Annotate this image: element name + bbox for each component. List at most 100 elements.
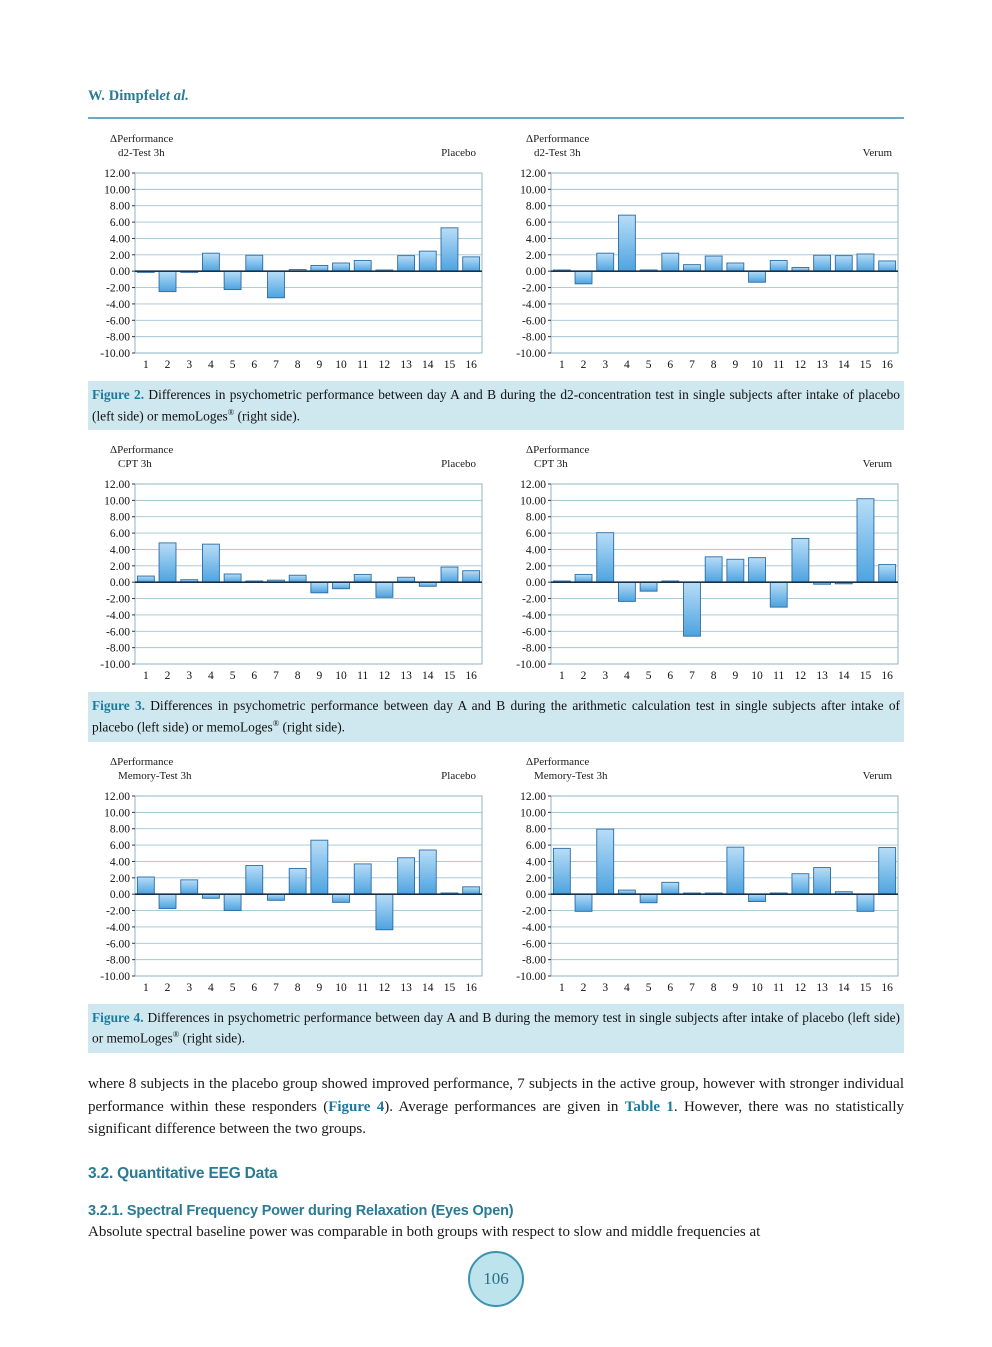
x-tick-label: 7 <box>689 359 695 371</box>
xref-figure-4[interactable]: Figure 4 <box>328 1098 385 1115</box>
y-tick-label: 2.00 <box>110 873 130 885</box>
bar <box>375 582 394 599</box>
figure-caption-label: Figure 3. <box>92 698 145 714</box>
chart-header: ΔPerformance CPT 3h Verum <box>504 444 904 478</box>
bar <box>748 893 766 902</box>
y-tick-label: -8.00 <box>522 955 546 967</box>
bar-chart: 12.00 10.00 8.00 6.00 4.00 2.00 0.00 -2.00 -4.00… <box>100 168 483 371</box>
figure-4-block: ΔPerformance Memory-Test 3h Placebo 12.0… <box>88 756 904 1054</box>
y-tick-label: 6.00 <box>110 529 130 541</box>
xref-table-1[interactable]: Table 1 <box>624 1098 674 1115</box>
x-tick-label: 2 <box>165 982 171 994</box>
bar <box>332 262 350 272</box>
bar <box>683 264 701 272</box>
chart-ylabel-test: Memory-Test 3h <box>118 769 192 782</box>
figure-3-caption: Figure 3. Differences in psychometric pe… <box>88 692 904 742</box>
y-tick-label: 10.00 <box>520 807 546 819</box>
bar <box>418 250 437 272</box>
para1-part-a: where 8 subjects in the placebo group sh… <box>88 1076 904 1115</box>
x-tick-label: 9 <box>732 670 738 682</box>
bar <box>353 863 372 895</box>
bar <box>834 255 853 272</box>
registered-mark: ® <box>227 406 235 417</box>
x-tick-label: 3 <box>602 359 608 371</box>
page-number-footer: 106 <box>0 1251 992 1307</box>
x-tick-label: 2 <box>165 670 171 682</box>
bar <box>267 270 285 299</box>
x-tick-label: 7 <box>273 359 279 371</box>
plot-area: 12.00 10.00 8.00 6.00 4.00 2.00 0.00 -2.00 -4.00… <box>88 167 488 375</box>
bar <box>136 876 155 895</box>
figure-caption-text-2: (right side). <box>279 719 346 735</box>
bar <box>223 270 242 291</box>
figure-2-charts: ΔPerformance d2-Test 3h Placebo 12.00 10.… <box>88 133 904 375</box>
x-tick-label: 7 <box>273 670 279 682</box>
y-tick-label: -6.00 <box>106 938 130 950</box>
section-heading-3-2: 3.2. Quantitative EEG Data <box>88 1164 278 1182</box>
bar <box>617 582 636 603</box>
x-tick-label: 8 <box>711 982 717 994</box>
chart-ylabel-delta: ΔPerformance <box>526 133 590 145</box>
x-tick-label: 7 <box>689 982 695 994</box>
x-tick-label: 13 <box>400 670 412 682</box>
y-tick-label: -10.00 <box>516 659 546 671</box>
y-tick-label: 10.00 <box>104 807 130 819</box>
x-tick-label: 2 <box>581 670 587 682</box>
y-tick-label: 2.00 <box>110 561 130 573</box>
y-tick-label: 4.00 <box>526 233 546 245</box>
bar <box>856 893 875 912</box>
x-tick-label: 4 <box>624 359 630 371</box>
y-tick-label: -10.00 <box>100 659 130 671</box>
page-number-badge: 106 <box>468 1251 524 1307</box>
bar <box>440 567 459 584</box>
x-tick-label: 4 <box>208 982 214 994</box>
bar <box>288 575 307 584</box>
x-tick-label: 14 <box>838 670 850 682</box>
y-tick-label: 10.00 <box>520 184 546 196</box>
figure-2-caption: Figure 2. Differences in psychometric pe… <box>88 381 904 431</box>
y-tick-label: -4.00 <box>522 610 546 622</box>
x-tick-label: 13 <box>400 982 412 994</box>
y-tick-label: 12.00 <box>104 168 130 180</box>
figure-caption-text-1: Differences in psychometric performance … <box>92 698 900 735</box>
bar <box>574 893 593 912</box>
x-tick-label: 15 <box>444 670 456 682</box>
bar <box>245 254 264 272</box>
bar <box>856 253 875 272</box>
bar <box>878 260 897 272</box>
x-tick-label: 9 <box>316 982 322 994</box>
chart-group-label: Verum <box>862 458 892 471</box>
subsection-heading-3-2-1: 3.2.1. Spectral Frequency Power during R… <box>88 1202 514 1219</box>
y-tick-label: -8.00 <box>522 332 546 344</box>
chart-fig3-placebo: ΔPerformance CPT 3h Placebo 12.00 10.00 8.… <box>88 444 488 686</box>
y-tick-label: 12.00 <box>104 791 130 803</box>
x-tick-label: 10 <box>751 670 763 682</box>
y-tick-label: 2.00 <box>526 250 546 262</box>
y-tick-label: 6.00 <box>526 840 546 852</box>
x-tick-label: 11 <box>773 359 784 371</box>
x-tick-label: 11 <box>357 982 368 994</box>
plot-frame <box>134 483 483 665</box>
bar <box>813 254 832 272</box>
para1-part-b: ). Average performances are given in <box>384 1098 625 1115</box>
bar <box>813 867 832 895</box>
x-tick-label: 16 <box>881 670 893 682</box>
x-tick-label: 15 <box>444 359 456 371</box>
x-tick-label: 1 <box>559 359 565 371</box>
chart-group-label: Verum <box>862 147 892 159</box>
x-tick-label: 5 <box>230 670 236 682</box>
bar <box>791 873 810 895</box>
bar <box>639 893 658 904</box>
x-tick-label: 9 <box>732 982 738 994</box>
bar <box>596 252 615 272</box>
x-tick-label: 14 <box>422 359 434 371</box>
y-tick-label: 8.00 <box>526 512 546 524</box>
y-tick-label: 8.00 <box>110 512 130 524</box>
chart-ylabel-delta: ΔPerformance <box>110 444 174 457</box>
y-tick-label: -8.00 <box>522 643 546 655</box>
x-tick-label: 7 <box>273 982 279 994</box>
y-tick-label: 6.00 <box>110 217 130 229</box>
para1-part-c: . However, there was no statistically si… <box>88 1098 904 1138</box>
registered-mark: ® <box>272 717 280 728</box>
